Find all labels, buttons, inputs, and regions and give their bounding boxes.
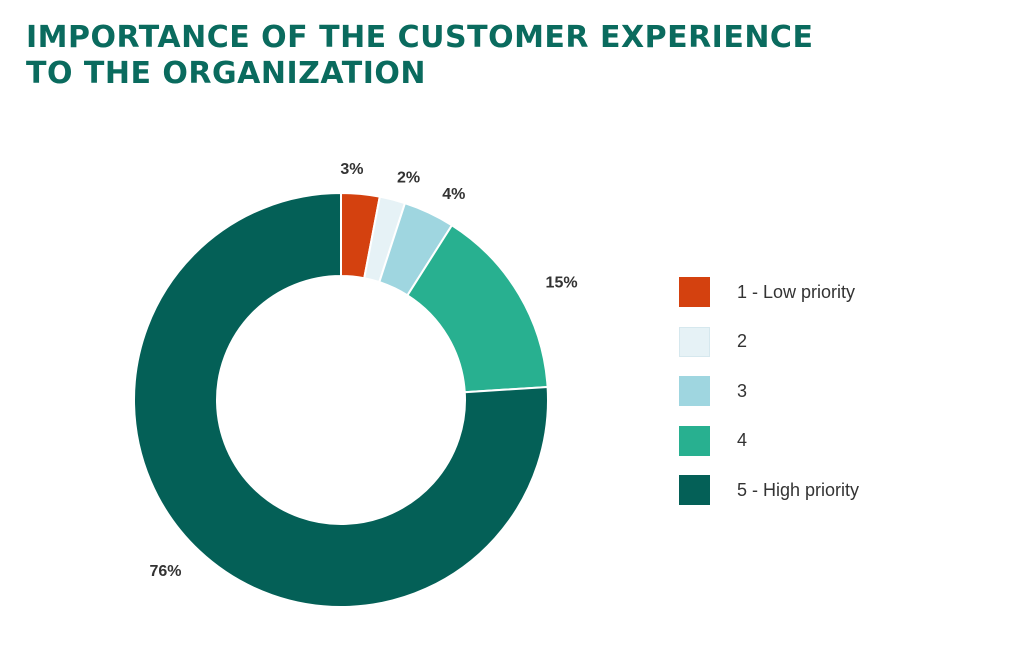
legend-swatch-3	[679, 376, 710, 406]
slice-value-label-5: 76%	[149, 563, 181, 580]
legend-swatch-5	[679, 475, 710, 505]
legend-item-3: 3	[679, 376, 859, 406]
legend-item-1-low-priority: 1 - Low priority	[679, 277, 859, 307]
donut-value-labels: 3% 2% 4% 15% 76%	[149, 161, 577, 580]
legend-label-3: 3	[737, 380, 748, 401]
legend-item-2: 2	[679, 326, 859, 357]
legend-swatch-2	[679, 326, 710, 357]
legend-label-2: 2	[737, 331, 748, 351]
chart-legend: 1 - Low priority 2 3 4 5 - High priority	[679, 277, 859, 525]
legend-item-4: 4	[679, 425, 859, 456]
legend-swatch-1	[679, 277, 710, 307]
donut-slice-5	[133, 191, 549, 608]
legend-item-5-high-priority: 5 - High priority	[679, 475, 859, 505]
legend-label-5: 5 - High priority	[737, 479, 860, 500]
slice-value-label-1: 3%	[340, 161, 363, 178]
slice-value-label-4: 15%	[546, 274, 578, 291]
chart-title-line-1: IMPORTANCE OF THE CUSTOMER EXPERIENCE	[26, 20, 814, 55]
slice-value-label-2: 2%	[397, 169, 420, 186]
legend-label-1: 1 - Low priority	[737, 281, 856, 302]
donut-slices	[133, 191, 549, 608]
legend-swatch-4	[679, 425, 710, 456]
slice-value-label-3: 4%	[442, 186, 465, 203]
chart-title-line-2: TO THE ORGANIZATION	[26, 56, 427, 91]
chart-title: IMPORTANCE OF THE CUSTOMER EXPERIENCE TO…	[26, 20, 826, 92]
legend-label-4: 4	[737, 430, 748, 450]
